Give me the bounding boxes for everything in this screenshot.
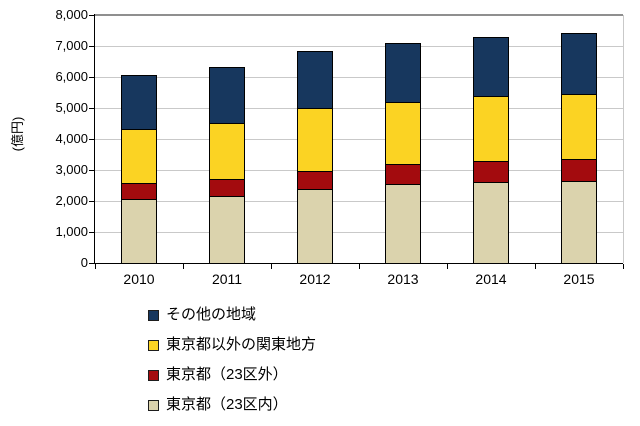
bar-segment [297, 51, 333, 109]
y-tick-label: 2,000 [55, 193, 88, 208]
x-tick-mark [623, 264, 624, 269]
y-tick-label: 7,000 [55, 38, 88, 53]
legend-swatch [148, 339, 159, 351]
gridline [95, 108, 623, 109]
y-tick-mark [89, 77, 94, 78]
bar-segment [385, 184, 421, 264]
legend-label: 東京都以外の関東地方 [166, 336, 317, 353]
legend-item: 東京都（23区内） [148, 390, 316, 420]
y-tick-label: 4,000 [55, 131, 88, 146]
y-tick-mark [89, 263, 94, 264]
bar-segment [385, 164, 421, 185]
legend-swatch [148, 309, 159, 321]
bar-segment [297, 108, 333, 172]
plot-right-border [623, 15, 624, 263]
x-category-label: 2012 [299, 271, 331, 287]
legend-label: その他の地域 [166, 306, 257, 323]
x-category-label: 2014 [475, 271, 507, 287]
bar-segment [385, 102, 421, 165]
x-tick-mark [359, 264, 360, 269]
bar-segment [209, 123, 245, 180]
gridline [95, 170, 623, 171]
bar-segment [121, 183, 157, 200]
bar-segment [209, 179, 245, 197]
bar-segment [121, 75, 157, 130]
x-tick-mark [183, 264, 184, 269]
bar-segment [473, 96, 509, 162]
bar-segment [385, 43, 421, 103]
x-category-label: 2010 [123, 271, 155, 287]
gridline [95, 77, 623, 78]
x-axis-line [90, 263, 623, 264]
legend-item: 東京都（23区外） [148, 360, 316, 390]
y-tick-mark [89, 139, 94, 140]
bar-segment [561, 159, 597, 182]
x-category-label: 2013 [387, 271, 419, 287]
legend-item: 東京都以外の関東地方 [148, 330, 316, 360]
y-tick-label: 3,000 [55, 162, 88, 177]
bar-segment [297, 171, 333, 190]
y-tick-label: 8,000 [55, 7, 88, 22]
legend-label: 東京都（23区外） [166, 366, 288, 383]
legend: その他の地域東京都以外の関東地方 東京都（23区外） 東京都（23区内） [148, 300, 316, 420]
bar-segment [561, 94, 597, 160]
y-tick-label: 6,000 [55, 69, 88, 84]
y-tick-mark [89, 232, 94, 233]
legend-label: 東京都（23区内） [166, 396, 288, 413]
y-tick-label: 5,000 [55, 100, 88, 115]
legend-item: その他の地域 [148, 300, 316, 330]
legend-swatch [148, 399, 159, 411]
gridline [95, 201, 623, 202]
bar-segment [209, 67, 245, 124]
bar-segment [473, 37, 509, 97]
y-tick-mark [89, 15, 94, 16]
bar-segment [297, 189, 333, 264]
x-tick-mark [447, 264, 448, 269]
bar-segment [121, 199, 157, 264]
x-tick-mark [271, 264, 272, 269]
x-category-label: 2011 [211, 271, 243, 287]
bar-segment [473, 161, 509, 183]
bar-segment [473, 182, 509, 264]
y-tick-label: 1,000 [55, 224, 88, 239]
y-tick-mark [89, 170, 94, 171]
bar-segment [209, 196, 245, 264]
y-tick-mark [89, 108, 94, 109]
legend-swatch [148, 369, 159, 381]
bar-segment [121, 129, 157, 184]
gridline [95, 46, 623, 47]
x-tick-mark [535, 264, 536, 269]
x-category-label: 2015 [563, 271, 595, 287]
gridline [95, 139, 623, 140]
x-tick-mark [95, 264, 96, 269]
y-tick-mark [89, 46, 94, 47]
y-tick-label: 0 [80, 255, 88, 270]
y-axis-line [94, 14, 95, 264]
gridline [95, 14, 623, 16]
bar-segment [561, 181, 597, 264]
bar-segment [561, 33, 597, 95]
gridline [95, 232, 623, 233]
y-tick-mark [89, 201, 94, 202]
